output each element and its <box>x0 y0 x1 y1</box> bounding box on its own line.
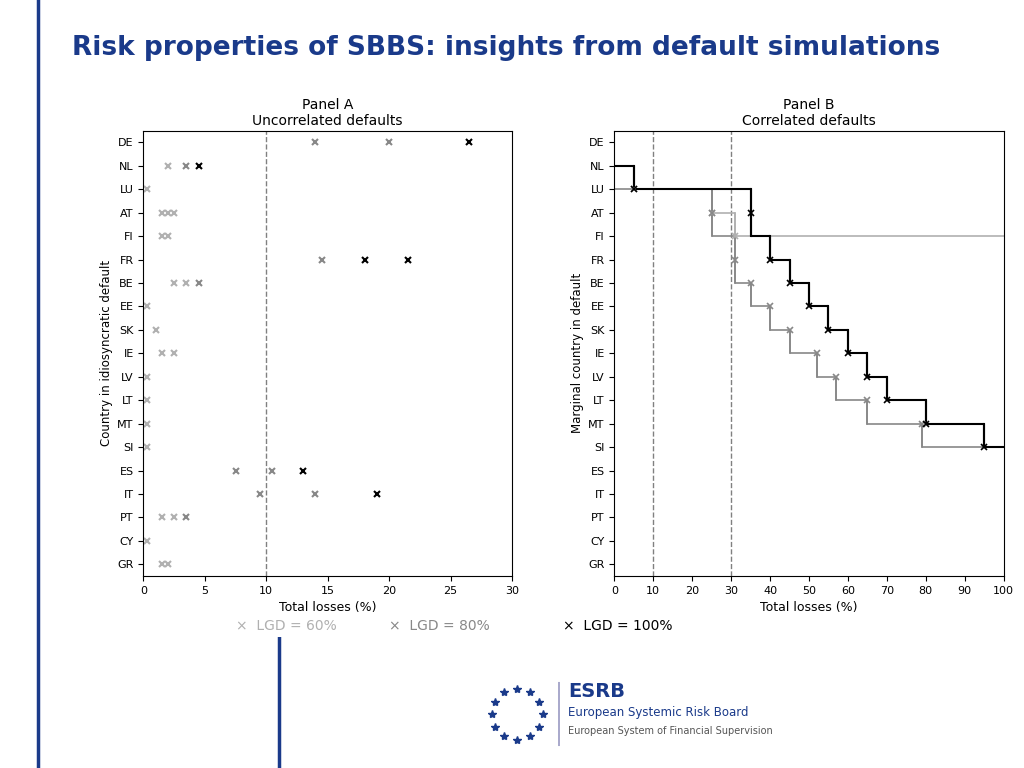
Text: European Systemic Risk Board: European Systemic Risk Board <box>568 707 749 719</box>
X-axis label: Total losses (%): Total losses (%) <box>279 601 377 614</box>
Text: Risk properties of SBBS: insights from default simulations: Risk properties of SBBS: insights from d… <box>72 35 940 61</box>
Text: ×  LGD = 100%: × LGD = 100% <box>563 619 673 633</box>
Y-axis label: Country in idiosyncratic default: Country in idiosyncratic default <box>100 260 113 446</box>
Text: European System of Financial Supervision: European System of Financial Supervision <box>568 726 773 737</box>
X-axis label: Total losses (%): Total losses (%) <box>760 601 858 614</box>
Y-axis label: Marginal country in default: Marginal country in default <box>571 273 584 433</box>
Text: ×  LGD = 80%: × LGD = 80% <box>389 619 489 633</box>
Text: ×  LGD = 60%: × LGD = 60% <box>236 619 336 633</box>
Title: Panel A
Uncorrelated defaults: Panel A Uncorrelated defaults <box>253 98 402 128</box>
Text: ESRB: ESRB <box>568 682 626 700</box>
Title: Panel B
Correlated defaults: Panel B Correlated defaults <box>742 98 876 128</box>
